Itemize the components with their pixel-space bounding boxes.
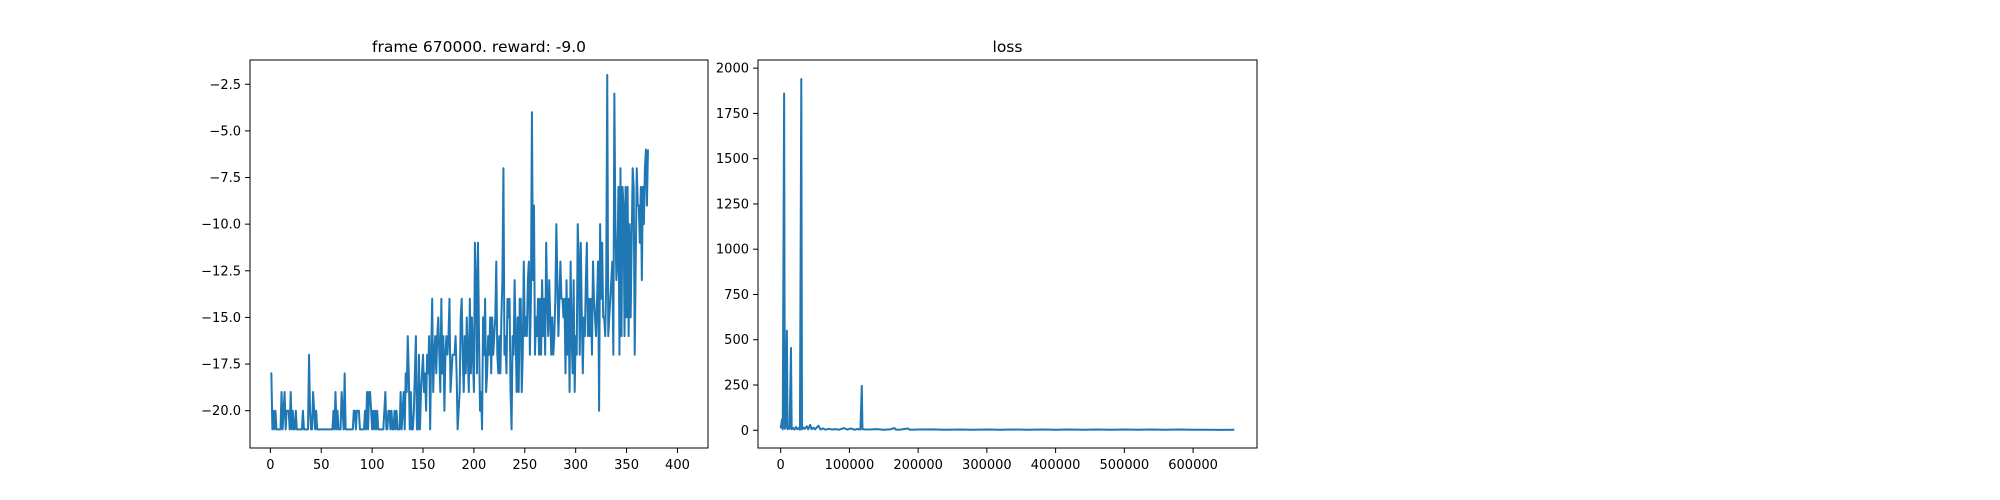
loss-y-tick-label: 1750 bbox=[716, 107, 749, 122]
reward-x-tick-label: 150 bbox=[411, 458, 436, 473]
loss-x-tick-label: 100000 bbox=[825, 458, 875, 473]
reward-chart-title: frame 670000. reward: -9.0 bbox=[372, 38, 586, 56]
loss-chart: loss 0 100000 200000 300000 400000 500000 60000… bbox=[716, 38, 1258, 473]
loss-axes-frame bbox=[757, 59, 1258, 449]
reward-series-line bbox=[270, 73, 649, 431]
loss-x-tick-label: 0 bbox=[777, 458, 785, 473]
reward-axes-frame bbox=[249, 59, 709, 449]
reward-y-tick-label: −12.5 bbox=[201, 264, 241, 279]
loss-y-tick-label: 500 bbox=[724, 333, 749, 348]
loss-y-tick-label: 2000 bbox=[716, 62, 749, 77]
reward-x-tick-label: 350 bbox=[614, 458, 639, 473]
loss-chart-title: loss bbox=[993, 38, 1023, 56]
loss-x-tick-label: 300000 bbox=[962, 458, 1012, 473]
reward-y-tick-label: −15.0 bbox=[201, 311, 241, 326]
loss-y-tick-label: 1250 bbox=[716, 197, 749, 212]
loss-y-tick-label: 1000 bbox=[716, 243, 749, 258]
reward-x-tick-label: 50 bbox=[313, 458, 330, 473]
loss-y-tick-label: 250 bbox=[724, 378, 749, 393]
reward-x-tick-label: 0 bbox=[266, 458, 274, 473]
reward-y-tick-label: −7.5 bbox=[209, 171, 241, 186]
reward-x-tick-label: 400 bbox=[665, 458, 690, 473]
loss-x-tick-label: 500000 bbox=[1100, 458, 1150, 473]
reward-y-tick-label: −10.0 bbox=[201, 218, 241, 233]
loss-x-tick-label: 600000 bbox=[1168, 458, 1218, 473]
reward-chart: frame 670000. reward: -9.0 0 50 100 150 200 25… bbox=[201, 38, 709, 473]
reward-y-tick-label: −2.5 bbox=[209, 78, 241, 93]
loss-y-tick-label: 1500 bbox=[716, 152, 749, 167]
reward-y-tick-label: −20.0 bbox=[201, 404, 241, 419]
loss-x-tick-label: 200000 bbox=[893, 458, 943, 473]
reward-x-tick-label: 200 bbox=[461, 458, 486, 473]
reward-x-tick-label: 250 bbox=[512, 458, 537, 473]
loss-y-tick-label: 0 bbox=[741, 424, 749, 439]
reward-x-tick-label: 300 bbox=[563, 458, 588, 473]
loss-y-tick-label: 750 bbox=[724, 288, 749, 303]
reward-y-tick-label: −17.5 bbox=[201, 358, 241, 373]
loss-x-tick-label: 400000 bbox=[1031, 458, 1081, 473]
loss-series-line bbox=[779, 78, 1235, 431]
reward-y-tick-label: −5.0 bbox=[209, 124, 241, 139]
reward-x-tick-label: 100 bbox=[360, 458, 385, 473]
